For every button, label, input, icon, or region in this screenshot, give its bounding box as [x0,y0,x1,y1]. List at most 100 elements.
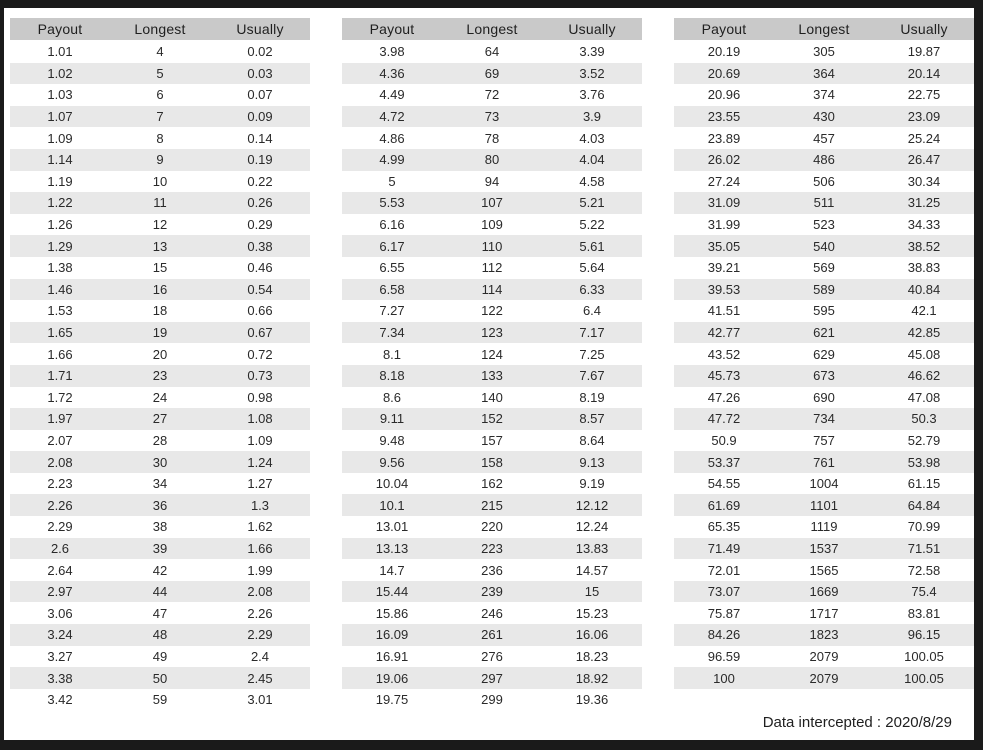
table-cell: 673 [813,368,835,384]
table-row: 14.7 236 14.57 [342,559,642,581]
table-cell: 506 [813,173,835,189]
table-cell: 3.06 [47,605,73,621]
table-cell: 4.86 [379,130,405,146]
table-row: 20.19 305 19.87 [674,41,974,63]
column-header-longest: Longest [798,21,850,37]
table-cell: 511 [813,195,835,211]
table-cell: 4.58 [579,173,605,189]
table-cell: 42 [152,562,168,578]
table-row: 41.51 595 42.1 [674,300,974,322]
table-cell: 2.08 [247,584,273,600]
table-cell: 6.58 [379,281,405,297]
table-cell: 30 [152,454,168,470]
table-row: 50.9 757 52.79 [674,429,974,452]
table-row: 72.01 1565 72.58 [674,559,974,581]
table-row: 3.24 48 2.29 [10,624,310,646]
table-row: 2.29 38 1.62 [10,516,310,538]
table-cell: 1.26 [47,217,73,233]
table-body: 20.19 305 19.87 20.69 364 20.14 20.96 374 22.75 2… [674,41,974,689]
table-cell: 7.34 [379,325,405,341]
table-cell: 7.27 [379,303,405,319]
table-cell: 16.91 [375,648,409,664]
table-row: 6.16 109 5.22 [342,213,642,236]
table-row: 8.18 133 7.67 [342,364,642,387]
table-row: 16.09 261 16.06 [342,624,642,646]
table-row: 45.73 673 46.62 [674,364,974,387]
table-cell: 72.01 [707,562,741,578]
payout-table-2: Payout Longest Usually 3.98 64 3.39 4.36 69 3… [342,18,642,711]
table-row: 4.86 78 4.03 [342,127,642,149]
table-cell: 16.06 [575,627,609,643]
table-cell: 45.08 [907,346,941,362]
table-row: 47.26 690 47.08 [674,386,974,409]
table-cell: 16.09 [375,627,409,643]
table-row: 10.1 215 12.12 [342,494,642,517]
table-cell: 1.99 [247,562,273,578]
table-cell: 374 [813,87,835,103]
table-cell: 52.79 [907,432,941,448]
data-intercepted-label: Data intercepted : 2020/8/29 [762,714,952,731]
table-cell: 157 [481,432,503,448]
table-cell: 7.67 [579,368,605,384]
table-cell: 23.55 [707,109,741,125]
table-cell: 20.14 [907,65,941,81]
table-row: 1.14 9 0.19 [10,148,310,171]
table-cell: 1101 [810,497,838,513]
table-row: 47.72 734 50.3 [674,408,974,430]
table-cell: 5 [156,65,164,81]
table-cell: 96.59 [707,648,741,664]
column-header-usually: Usually [236,21,284,37]
table-cell: 47 [152,605,168,621]
table-row: 3.06 47 2.26 [10,602,310,625]
table-cell: 1.09 [47,130,73,146]
column-header-longest: Longest [134,21,186,37]
table-cell: 2.4 [250,648,270,664]
table-cell: 28 [152,432,168,448]
table-cell: 5.61 [579,238,605,254]
table-cell: 20.96 [707,87,741,103]
table-row: 1.26 12 0.29 [10,213,310,236]
table-cell: 1823 [809,627,839,643]
table-cell: 8.64 [579,432,605,448]
table-cell: 757 [813,432,835,448]
table-cell: 1.02 [47,65,73,81]
table-cell: 124 [481,346,503,362]
table-cell: 78 [484,130,500,146]
table-cell: 5 [388,173,396,189]
table-row: 2.08 30 1.24 [10,451,310,473]
table-row: 20.69 364 20.14 [674,62,974,85]
table-cell: 27 [152,411,168,427]
table-row: 2.6 39 1.66 [10,537,310,560]
table-cell: 152 [481,411,503,427]
table-cell: 3.01 [247,692,273,708]
table-row: 3.27 49 2.4 [10,645,310,668]
table-cell: 261 [481,627,503,643]
table-cell: 734 [813,411,835,427]
table-row: 2.64 42 1.99 [10,559,310,581]
table-cell: 71.51 [907,540,941,556]
table-cell: 75.87 [707,605,741,621]
table-cell: 47.26 [707,389,741,405]
column-header-usually: Usually [900,21,948,37]
table-row: 15.86 246 15.23 [342,602,642,625]
table-cell: 1119 [810,519,838,535]
table-cell: 59 [152,692,168,708]
table-cell: 39.21 [707,260,741,276]
table-cell: 364 [813,65,835,81]
table-cell: 84.26 [707,627,741,643]
table-cell: 71.49 [707,540,741,556]
table-cell: 69 [484,65,500,81]
table-cell: 36 [152,497,168,513]
table-cell: 7 [156,109,164,125]
table-cell: 6.33 [579,281,605,297]
table-row: 6.17 110 5.61 [342,235,642,257]
table-cell: 6.55 [379,260,405,276]
table-cell: 3.27 [47,648,73,664]
table-cell: 0.19 [247,152,273,168]
table-body: 3.98 64 3.39 4.36 69 3.52 4.49 72 3.76 4.72 73 3.9 4… [342,41,642,711]
table-cell: 100.05 [904,670,944,686]
table-cell: 1.27 [247,476,273,492]
table-cell: 5.53 [379,195,405,211]
table-cell: 1.66 [247,540,273,556]
table-cell: 9.13 [579,454,605,470]
